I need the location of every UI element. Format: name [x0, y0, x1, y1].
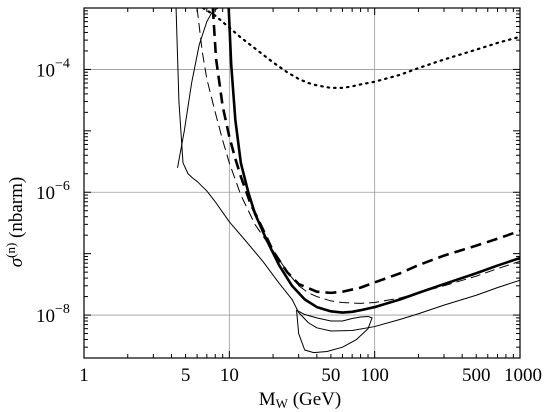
series-line-5: [177, 8, 219, 168]
x-tick-label: 50: [321, 365, 340, 386]
y-axis-title: σ(n) (nbarm): [3, 177, 27, 268]
y-axis-title-rest: (nbarm): [6, 177, 27, 243]
x-tick-labels: 1 5 10 50 100 500 1000: [79, 365, 542, 386]
grid-lines: [84, 8, 520, 358]
x-tick-label: 100: [360, 365, 389, 386]
x-tick-label: 1: [79, 365, 89, 386]
series-line-6: [296, 309, 373, 354]
y-tick-label: 10−8: [36, 302, 70, 327]
x-tick-label: 500: [462, 365, 491, 386]
x-axis-title-rest: (GeV): [288, 389, 341, 410]
x-tick-label: 10: [220, 365, 239, 386]
x-axis-title: MW (GeV): [259, 389, 341, 411]
series-line-1: [227, 8, 520, 314]
chart-series: [175, 8, 520, 354]
y-axis-title-main: σ: [6, 257, 27, 267]
tick-marks: [83, 8, 520, 359]
x-tick-label: 5: [181, 365, 191, 386]
y-tick-label: 10−6: [36, 179, 70, 204]
x-tick-label: 1000: [504, 365, 542, 386]
x-axis-title-main: M: [259, 389, 276, 410]
series-line-7: [202, 8, 520, 89]
series-group: [175, 8, 520, 354]
x-axis-title-sub: W: [276, 396, 289, 411]
series-line-3: [196, 8, 520, 304]
y-tick-label: 10−4: [36, 56, 70, 81]
y-tick-labels: 10−8 10−6 10−4: [36, 56, 70, 327]
series-line-2: [211, 8, 520, 295]
y-axis-title-sup: (n): [3, 243, 18, 258]
plot-frame: [83, 7, 521, 359]
series-line-4: [175, 8, 520, 332]
